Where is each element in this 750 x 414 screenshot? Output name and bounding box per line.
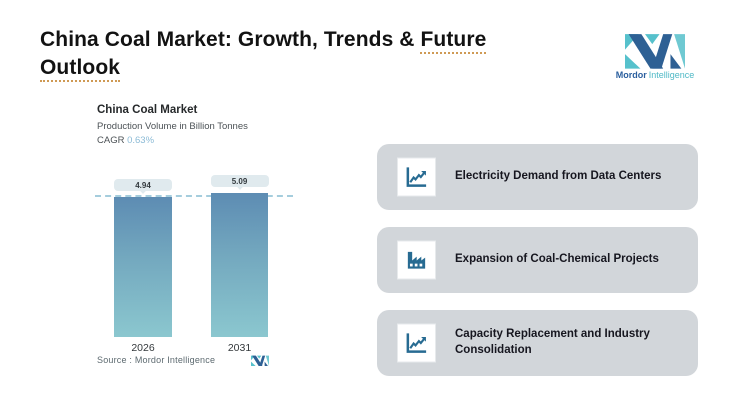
bar-chart: 4.94 2026 5.09 2031 [95, 175, 295, 354]
driver-card-electricity-demand: Electricity Demand from Data Centers [377, 144, 698, 210]
brand-name-light: Intelligence [648, 70, 695, 80]
mordor-logo-icon [625, 34, 685, 69]
card-icon-box [397, 323, 436, 363]
driver-card-coal-chemical: Expansion of Coal-Chemical Projects [377, 227, 698, 293]
category-label: 2026 [131, 342, 155, 354]
page-title: China Coal Market: Growth, Trends & Futu… [40, 26, 560, 82]
card-icon-box [397, 240, 436, 280]
value-label: 5.09 [231, 176, 248, 186]
card-label: Expansion of Coal-Chemical Projects [455, 253, 659, 266]
bar-group-2031: 5.09 2031 [210, 175, 269, 354]
brand-logo: Mordor Intelligence [606, 32, 704, 80]
brand-wordmark: Mordor Intelligence [606, 70, 704, 80]
card-label: Capacity Replacement and Industry Consol… [455, 328, 650, 356]
value-label: 4.94 [135, 180, 151, 190]
brand-name-bold: Mordor [615, 70, 647, 80]
cagr-label: CAGR [97, 135, 125, 146]
card-label: Electricity Demand from Data Centers [455, 170, 662, 183]
chart-subtitle: Production Volume in Billion Tonnes [97, 121, 248, 132]
source-text: Source : Mordor Intelligence [97, 355, 216, 365]
title-underlined-word: Future [420, 28, 487, 54]
card-icon-box [397, 157, 436, 197]
trend-up-chart-icon [406, 167, 427, 187]
title-underlined-word: Outlook [40, 56, 121, 82]
badge-pointer [236, 184, 243, 190]
reference-line [95, 195, 293, 197]
title-text: China Coal Market: Growth, Trends & [40, 28, 421, 51]
chart-cagr: CAGR 0.63% [97, 135, 154, 146]
bar-2031 [211, 193, 268, 337]
source-row: Source : Mordor Intelligence [97, 353, 269, 367]
factory-icon [407, 251, 426, 269]
category-label: 2031 [227, 342, 252, 354]
bar-2026 [114, 197, 172, 337]
driver-card-capacity-replacement: Capacity Replacement and Industry Consol… [377, 310, 698, 376]
trend-up-chart-icon [406, 333, 427, 353]
value-badge: 4.94 [114, 179, 172, 194]
chart-title: China Coal Market [97, 104, 198, 116]
value-badge: 5.09 [210, 175, 269, 190]
mordor-logo-icon [251, 355, 269, 366]
bar-group-2026: 4.94 2026 [114, 179, 172, 354]
cagr-value: 0.63% [127, 135, 155, 146]
